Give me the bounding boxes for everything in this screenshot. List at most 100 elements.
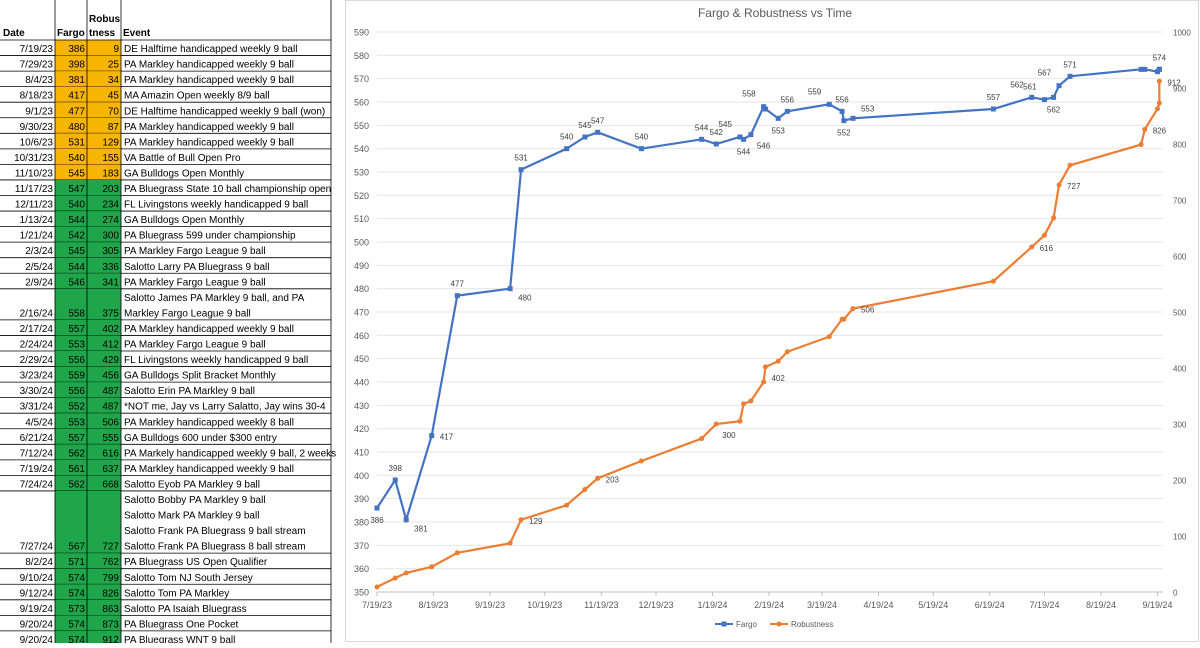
data-point-fargo <box>839 108 845 114</box>
header-event: Event <box>123 28 151 39</box>
cell-date: 10/31/23 <box>14 153 53 164</box>
cell-event: PA Bluegrass US Open Qualifier <box>124 557 268 568</box>
y-left-tick-label: 390 <box>354 494 369 504</box>
y-left-tick-label: 540 <box>354 144 369 154</box>
cell-date: 7/12/24 <box>20 448 54 459</box>
data-point-robustness <box>1156 78 1162 84</box>
cell-robustness: 487 <box>102 402 119 413</box>
data-label-fargo: 559 <box>808 87 822 96</box>
cell-date: 6/21/24 <box>20 433 54 444</box>
cell-event: PA Markley handicapped weekly 8 ball <box>124 417 294 428</box>
data-point-robustness <box>1155 106 1161 112</box>
cell-event: VA Battle of Bull Open Pro <box>124 153 241 164</box>
cell-robustness: 234 <box>102 200 119 211</box>
row-fill <box>55 366 121 383</box>
data-label-robustness: 129 <box>529 517 543 526</box>
x-tick-label: 4/19/24 <box>863 600 893 610</box>
cell-robustness: 183 <box>102 168 119 179</box>
row-fill <box>55 428 121 445</box>
y-left-tick-label: 450 <box>354 354 369 364</box>
data-label-fargo: 398 <box>389 464 403 473</box>
data-point-robustness <box>392 575 398 581</box>
legend-label: Fargo <box>736 620 757 629</box>
data-label-fargo: 544 <box>695 123 709 132</box>
data-label-fargo: 417 <box>440 433 454 442</box>
cell-fargo: 571 <box>68 557 85 568</box>
y-right-tick-label: 500 <box>1173 309 1187 318</box>
cell-fargo: 556 <box>68 386 85 397</box>
row-fill <box>55 413 121 429</box>
y-right-tick-label: 900 <box>1173 85 1187 94</box>
cell-fargo: 386 <box>68 44 85 55</box>
cell-date: 11/17/23 <box>15 184 54 195</box>
data-label-fargo: 386 <box>370 516 384 525</box>
cell-fargo: 559 <box>68 371 85 382</box>
data-point-fargo <box>1138 66 1144 72</box>
row-fill <box>55 257 121 274</box>
data-label-fargo: 546 <box>757 142 771 151</box>
data-point-fargo <box>737 134 743 140</box>
data-point-robustness <box>775 358 781 364</box>
cell-date: 3/30/24 <box>20 386 54 397</box>
cell-fargo: 417 <box>68 91 85 102</box>
x-tick-label: 6/19/24 <box>975 600 1005 610</box>
cell-event: Salotto Tom NJ South Jersey <box>124 573 253 584</box>
cell-date: 8/4/23 <box>25 75 53 86</box>
row-fill <box>55 40 121 56</box>
cell-robustness: 300 <box>102 231 119 242</box>
data-label-fargo: 574 <box>1153 53 1167 62</box>
cell-robustness: 863 <box>102 604 119 615</box>
data-point-robustness <box>595 475 601 481</box>
y-left-tick-label: 490 <box>354 261 369 271</box>
row-fill <box>55 71 121 87</box>
line-chart: Fargo & Robustness vs Time 3503603703803… <box>345 0 1199 642</box>
cell-fargo: 545 <box>68 168 85 179</box>
data-point-fargo <box>429 433 435 439</box>
header-robustness-2: tness <box>89 28 116 39</box>
data-point-fargo <box>1041 97 1047 103</box>
header-robustness-1: Robus <box>89 14 121 25</box>
cell-event: GA Bulldogs Open Monthly <box>124 215 244 226</box>
cell-date: 7/19/24 <box>20 464 54 475</box>
cell-event: GA Bulldogs 600 under $300 entry <box>124 433 277 444</box>
cell-robustness: 727 <box>102 542 119 553</box>
data-label-fargo: 540 <box>560 133 574 142</box>
x-tick-label: 3/19/24 <box>807 600 837 610</box>
data-point-robustness <box>990 278 996 284</box>
cell-fargo: 544 <box>68 215 85 226</box>
cell-event: *NOT me, Jay vs Larry Salatto, Jay wins … <box>124 402 326 413</box>
data-point-robustness <box>564 502 570 508</box>
x-tick-label: 8/19/23 <box>419 600 449 610</box>
row-fill <box>55 288 121 320</box>
data-label-robustness: 826 <box>1153 126 1167 135</box>
data-point-robustness <box>761 379 767 385</box>
cell-event: PA Markley handicapped weekly 9 ball <box>124 324 294 335</box>
row-fill <box>55 553 121 569</box>
y-right-tick-label: 0 <box>1173 589 1178 598</box>
legend-marker <box>776 621 782 627</box>
cell-fargo: 553 <box>68 417 85 428</box>
chart-area <box>345 0 1199 642</box>
header-fargo: Fargo <box>57 28 85 39</box>
cell-event: PA Markley handicapped weekly 9 ball <box>124 137 294 148</box>
cell-robustness: 637 <box>102 464 119 475</box>
cell-fargo: 547 <box>68 184 85 195</box>
row-fill <box>55 226 121 243</box>
y-right-tick-label: 1000 <box>1173 29 1191 38</box>
y-left-tick-label: 380 <box>354 518 369 528</box>
cell-event: DE Halftime handicapped weekly 9 ball <box>124 44 297 55</box>
row-fill <box>55 599 121 616</box>
data-label-fargo: 552 <box>837 129 851 138</box>
data-point-fargo <box>1142 66 1148 72</box>
cell-date: 2/3/24 <box>25 246 53 257</box>
x-tick-label: 1/19/24 <box>698 600 728 610</box>
data-point-robustness <box>826 334 832 340</box>
data-point-robustness <box>713 421 719 427</box>
data-point-robustness <box>1156 100 1162 106</box>
cell-event: DE Halftime handicapped weekly 9 ball (w… <box>124 106 325 117</box>
data-label-fargo: 556 <box>835 95 849 104</box>
cell-fargo: 544 <box>68 262 85 273</box>
y-left-tick-label: 520 <box>354 191 369 201</box>
y-left-tick-label: 430 <box>354 401 369 411</box>
data-point-robustness <box>1029 244 1035 250</box>
